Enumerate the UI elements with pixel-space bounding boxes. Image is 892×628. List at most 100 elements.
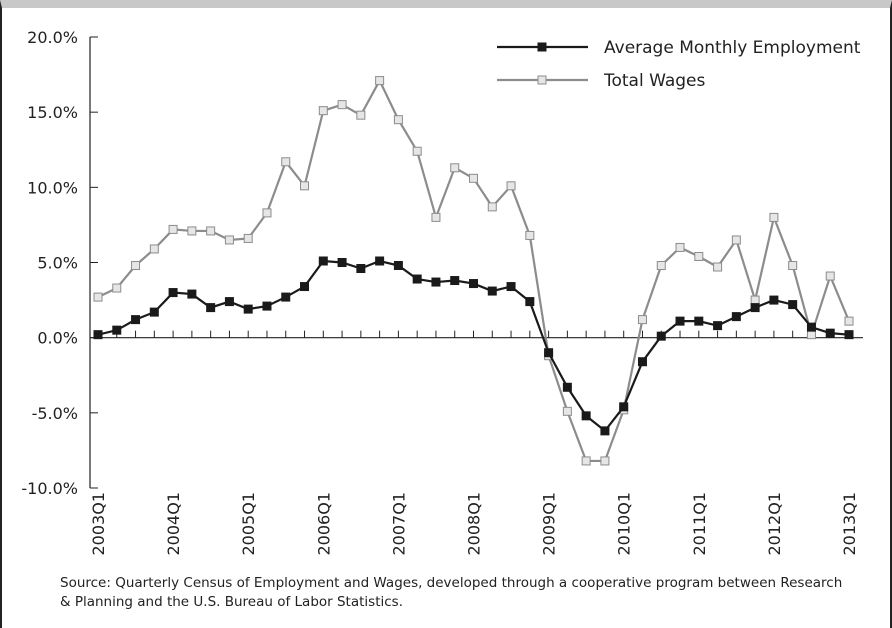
data-point (694, 251, 704, 261)
data-point (562, 406, 572, 416)
data-point (844, 330, 854, 340)
data-point (356, 110, 366, 120)
data-point (187, 289, 197, 299)
x-tick-label: 2011Q1 (690, 492, 709, 556)
x-tick-label: 2007Q1 (389, 492, 408, 556)
data-point (675, 242, 685, 252)
data-point (393, 261, 403, 271)
data-point (281, 157, 291, 167)
data-point (600, 426, 610, 436)
data-point (375, 76, 385, 86)
data-point (224, 297, 234, 307)
legend-label: Total Wages (603, 71, 705, 91)
data-point (731, 312, 741, 322)
data-point (619, 402, 629, 412)
data-point (769, 212, 779, 222)
data-point (713, 262, 723, 272)
data-point (844, 316, 854, 326)
x-tick-label: 2008Q1 (465, 492, 484, 556)
data-point (694, 316, 704, 326)
data-point (600, 456, 610, 466)
data-point (637, 357, 647, 367)
data-point (637, 315, 647, 325)
data-point (168, 288, 178, 298)
data-point (788, 261, 798, 271)
x-tick-label: 2010Q1 (615, 492, 634, 556)
data-point (450, 276, 460, 286)
data-point (825, 328, 835, 338)
data-point (713, 321, 723, 331)
data-point (506, 181, 516, 191)
y-tick-label: -5.0% (32, 404, 78, 423)
data-point (337, 100, 347, 110)
y-tick-label: 10.0% (27, 178, 78, 197)
data-point (243, 233, 253, 243)
x-tick-label: 2013Q1 (840, 492, 859, 556)
data-point (149, 244, 159, 254)
data-point (112, 325, 122, 335)
x-tick-label: 2006Q1 (314, 492, 333, 556)
legend-marker (537, 42, 547, 52)
data-point (206, 303, 216, 313)
x-tick-label: 2009Q1 (540, 492, 559, 556)
data-point (300, 282, 310, 292)
data-point (356, 264, 366, 274)
data-point (581, 411, 591, 421)
data-point (262, 208, 272, 218)
data-point (281, 292, 291, 302)
data-point (656, 331, 666, 341)
data-point (769, 295, 779, 305)
data-point (337, 258, 347, 267)
data-point (450, 163, 460, 173)
data-point (825, 271, 835, 281)
data-point (544, 348, 554, 358)
data-point (525, 230, 535, 240)
y-tick-label: 0.0% (37, 329, 78, 348)
data-point (412, 146, 422, 156)
data-point (224, 235, 234, 245)
data-point (187, 226, 197, 236)
data-point (750, 295, 760, 305)
data-point (243, 304, 253, 314)
legend-marker (537, 75, 547, 85)
data-point (206, 226, 216, 236)
data-point (300, 181, 310, 191)
data-point (93, 330, 103, 340)
data-point (469, 279, 478, 289)
data-point (318, 106, 328, 116)
data-point (131, 261, 141, 271)
data-point (131, 315, 141, 325)
series-line (97, 78, 851, 463)
data-point (112, 283, 122, 293)
data-point (412, 274, 422, 284)
data-point (431, 212, 441, 222)
data-point (431, 277, 441, 287)
data-point (469, 173, 478, 183)
y-tick-label: 15.0% (27, 103, 78, 122)
data-point (487, 202, 497, 212)
x-tick-label: 2012Q1 (765, 492, 784, 556)
data-point (375, 256, 385, 266)
x-tick-label: 2003Q1 (89, 492, 108, 556)
x-tick-label: 2005Q1 (239, 492, 258, 556)
data-point (656, 261, 666, 271)
source-note: Source: Quarterly Census of Employment a… (60, 575, 843, 610)
data-point (318, 256, 328, 266)
data-point (675, 316, 685, 326)
data-point (731, 235, 741, 245)
y-tick-label: 20.0% (27, 28, 78, 47)
data-point (487, 286, 497, 296)
data-point (788, 300, 798, 310)
y-tick-label: -10.0% (21, 479, 78, 498)
data-point (393, 115, 403, 125)
data-point (562, 382, 572, 392)
data-point (168, 224, 178, 234)
legend-label: Average Monthly Employment (604, 38, 861, 58)
data-point (93, 292, 103, 302)
data-point (262, 301, 272, 311)
data-point (806, 330, 816, 340)
data-point (806, 322, 816, 332)
